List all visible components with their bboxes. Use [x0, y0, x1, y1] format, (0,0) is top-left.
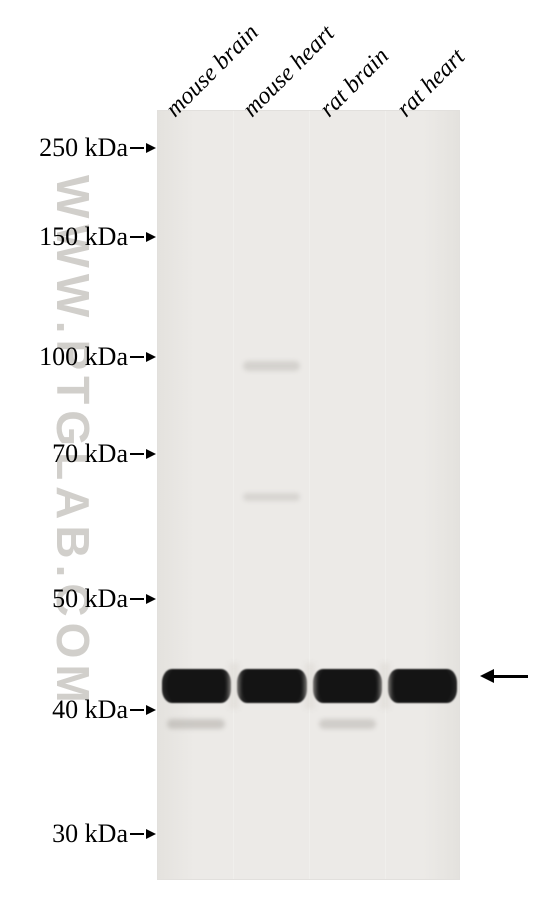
mw-marker: 50 kDa — [0, 584, 154, 614]
band-gap — [229, 663, 239, 709]
mw-marker: 30 kDa — [0, 819, 154, 849]
arrow-right-icon — [130, 143, 154, 153]
band-segment — [388, 669, 457, 703]
arrow-right-icon — [130, 352, 154, 362]
mw-marker: 150 kDa — [0, 222, 154, 252]
band-segment — [313, 669, 383, 703]
lane-divider — [309, 111, 310, 879]
band-gap — [380, 663, 390, 709]
faint-band — [243, 361, 301, 371]
detected-band-main — [158, 669, 459, 703]
mw-marker: 40 kDa — [0, 695, 154, 725]
arrow-left-icon — [480, 669, 494, 683]
mw-label: 30 kDa — [52, 819, 128, 849]
arrow-right-icon — [130, 449, 154, 459]
lane-divider — [233, 111, 234, 879]
faint-band — [243, 493, 301, 501]
mw-label: 250 kDa — [39, 133, 128, 163]
arrow-right-icon — [130, 829, 154, 839]
mw-label: 40 kDa — [52, 695, 128, 725]
mw-label: 100 kDa — [39, 342, 128, 372]
mw-marker: 70 kDa — [0, 439, 154, 469]
lane-divider — [385, 111, 386, 879]
arrow-right-icon — [130, 594, 154, 604]
mw-label: 70 kDa — [52, 439, 128, 469]
faint-band — [167, 719, 225, 729]
mw-label: 50 kDa — [52, 584, 128, 614]
mw-label: 150 kDa — [39, 222, 128, 252]
figure-canvas: WWW.PTGLAB.COM mouse brain mouse heart r… — [0, 0, 560, 903]
arrow-right-icon — [130, 232, 154, 242]
band-segment — [162, 669, 231, 703]
band-segment — [237, 669, 307, 703]
mw-marker: 100 kDa — [0, 342, 154, 372]
band-pointer-arrow — [480, 669, 528, 683]
band-gap — [305, 663, 315, 709]
faint-band — [319, 719, 377, 729]
arrow-shaft — [494, 675, 528, 678]
western-blot-membrane — [157, 110, 460, 880]
mw-marker: 250 kDa — [0, 133, 154, 163]
arrow-right-icon — [130, 705, 154, 715]
